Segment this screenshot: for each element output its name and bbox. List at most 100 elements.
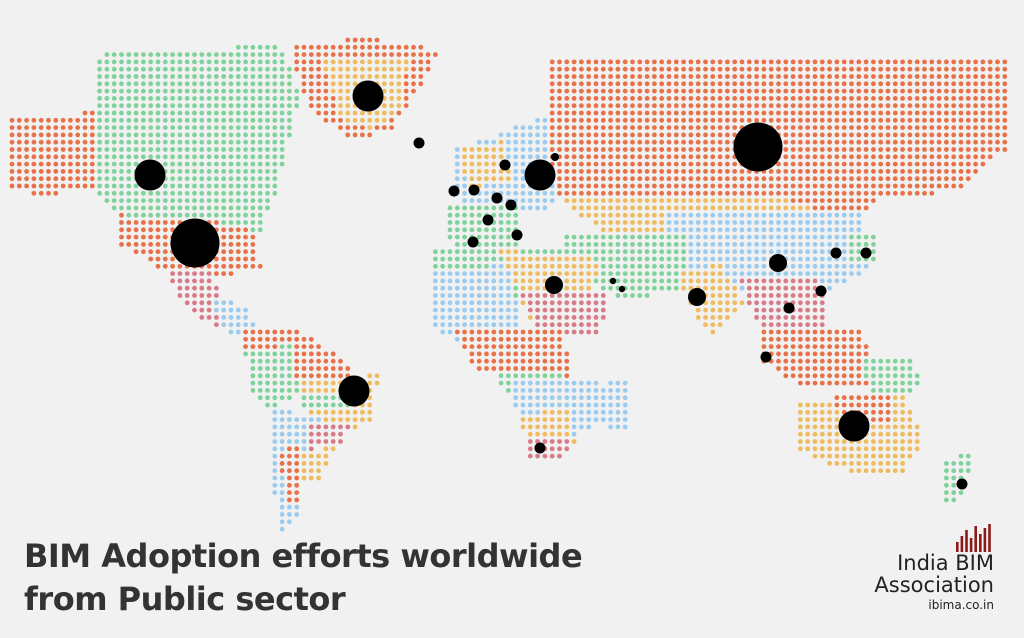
map-dot [243, 322, 249, 328]
map-dot [308, 461, 314, 466]
map-dot [615, 263, 621, 269]
map-dot [637, 59, 643, 65]
map-dot [666, 96, 672, 101]
map-dot [527, 409, 533, 415]
map-dot [798, 446, 803, 452]
map-dot [900, 446, 905, 452]
map-dot [440, 285, 446, 291]
map-dot [754, 183, 759, 189]
map-dot [214, 285, 219, 291]
map-dot [805, 351, 811, 357]
map-dot [951, 103, 957, 109]
map-dot [308, 409, 314, 415]
map-dot [586, 147, 592, 152]
map-dot [666, 242, 672, 247]
map-dot [783, 205, 789, 211]
map-dot [608, 234, 613, 240]
map-dot [615, 212, 621, 218]
map-dot [900, 88, 905, 94]
map-dot [360, 44, 365, 50]
map-dot [717, 263, 723, 269]
map-dot [454, 169, 460, 174]
map-dot [199, 88, 205, 94]
map-dot [790, 198, 796, 204]
map-dot [1002, 110, 1008, 116]
map-dot [506, 190, 511, 196]
map-dot [418, 66, 424, 72]
map-dot [579, 154, 584, 160]
map-dot [958, 161, 964, 167]
map-dot [695, 154, 701, 160]
map-dot [192, 190, 197, 196]
map-dot [812, 300, 818, 306]
map-dot [805, 212, 811, 218]
map-dot [951, 88, 957, 94]
map-dot [980, 147, 986, 152]
map-dot [871, 234, 876, 240]
map-dot [89, 117, 95, 123]
map-dot [622, 183, 628, 189]
map-dot [184, 125, 190, 130]
map-dot [454, 263, 460, 269]
map-dot [703, 74, 708, 79]
map-dot [798, 417, 803, 422]
map-dot [579, 402, 584, 408]
map-dot [272, 132, 278, 138]
map-dot [768, 329, 774, 335]
map-dot [148, 96, 154, 101]
map-dot [133, 74, 139, 79]
map-dot [243, 96, 249, 101]
map-dot [834, 117, 840, 123]
map-dot [761, 227, 767, 233]
map-dot [644, 249, 650, 255]
map-dot [557, 74, 562, 79]
map-dot [600, 176, 606, 182]
map-dot [323, 424, 329, 430]
map-dot [608, 125, 613, 130]
map-dot [316, 44, 321, 50]
map-dot [287, 358, 292, 364]
map-dot [783, 103, 789, 109]
map-dot [301, 431, 307, 437]
map-dot [381, 110, 387, 116]
map-dot [637, 88, 643, 94]
map-dot [119, 88, 124, 94]
map-dot [761, 271, 767, 276]
map-dot [600, 198, 606, 204]
map-dot [914, 117, 920, 123]
map-dot [155, 59, 161, 65]
map-dot [221, 88, 227, 94]
map-dot [520, 380, 526, 386]
map-dot [564, 66, 570, 72]
map-dot [878, 59, 884, 65]
map-dot [863, 88, 869, 94]
map-dot [725, 220, 730, 225]
map-dot [849, 366, 854, 371]
map-dot [243, 74, 249, 79]
map-dot [586, 59, 592, 65]
map-dot [710, 227, 716, 233]
map-dot [527, 154, 533, 160]
map-dot [279, 461, 285, 466]
map-dot [279, 439, 285, 444]
map-dot [250, 44, 256, 50]
map-dot [871, 198, 876, 204]
map-dot [243, 154, 249, 160]
map-dot [725, 198, 730, 204]
map-dot [549, 263, 555, 269]
map-dot [513, 351, 519, 357]
map-dot [571, 256, 577, 262]
map-dot [900, 59, 905, 65]
map-dot [703, 278, 708, 284]
map-dot [790, 263, 796, 269]
map-dot [454, 147, 460, 152]
map-dot [892, 431, 898, 437]
map-dot [571, 439, 577, 444]
map-dot [257, 132, 263, 138]
map-dot [265, 110, 270, 116]
map-dot [776, 344, 781, 349]
map-dot [834, 439, 840, 444]
map-dot [564, 315, 570, 320]
map-dot [666, 117, 672, 123]
map-dot [148, 125, 154, 130]
